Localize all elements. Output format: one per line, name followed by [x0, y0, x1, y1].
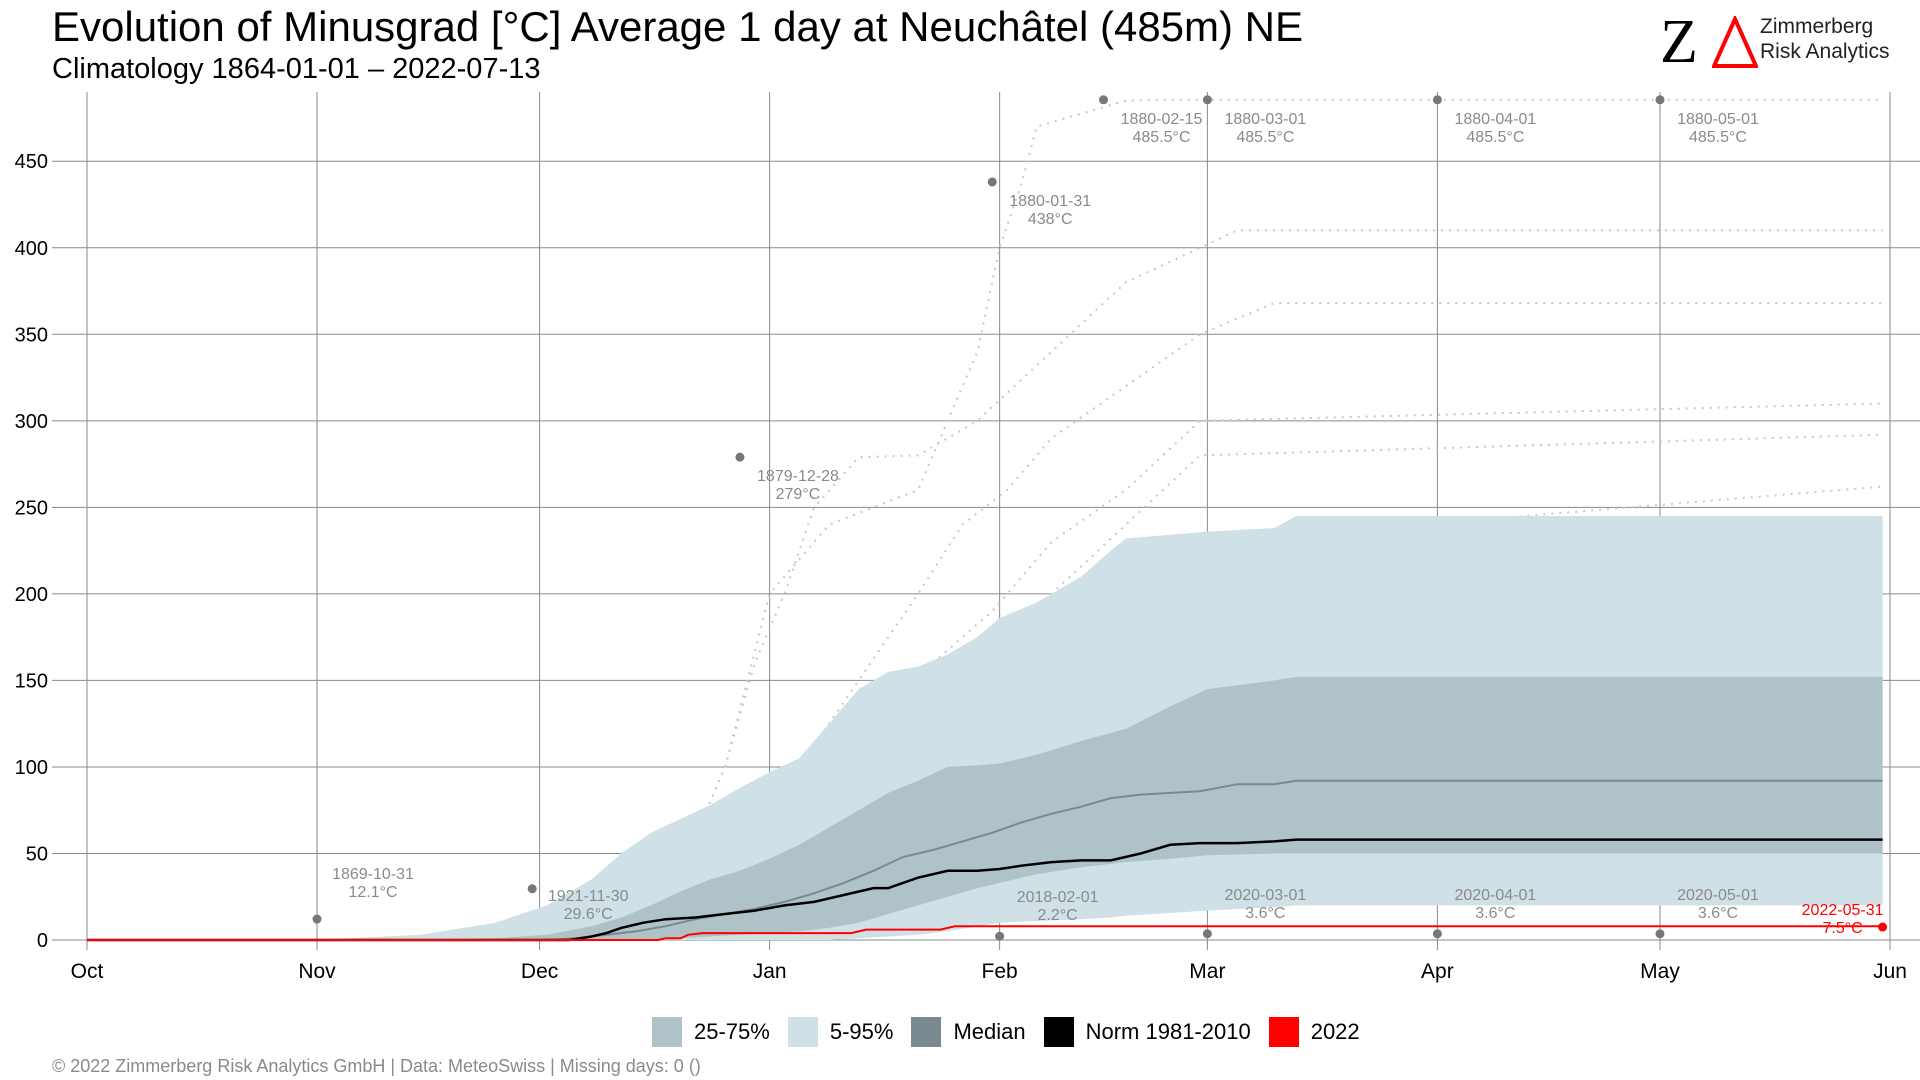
chart-legend: 25-75% 5-95% Median Norm 1981-2010 2022 [652, 1017, 1378, 1047]
median-line [87, 779, 1883, 941]
legend-swatch [911, 1017, 942, 1047]
y-tick-label: 200 [15, 584, 48, 606]
company-logo: Z Zimmerberg Risk Analytics [1660, 10, 1900, 74]
chart-canvas: 0 50 100 150 200 250 300 350 400 450 Oct Nov Dec Jan F… [15, 92, 1920, 983]
annotation-value: 279°C [776, 486, 821, 503]
y-tick-label: 350 [15, 324, 48, 346]
y-tick-label: 400 [15, 238, 48, 260]
annotation-point [1202, 929, 1212, 939]
annotation-value: 2.2°C [1038, 907, 1078, 924]
y-tick-label: 50 [26, 843, 48, 865]
legend-item-norm: Norm 1981-2010 [1043, 1017, 1251, 1047]
annotation-point [1432, 929, 1442, 939]
legend-swatch [1268, 1017, 1299, 1047]
chart-subtitle: Climatology 1864-01-01 – 2022-07-13 [52, 53, 541, 85]
legend-item-25-75: 25-75% [652, 1017, 770, 1047]
annotation-value: 12.1°C [348, 884, 397, 901]
series-lines [87, 779, 1883, 942]
legend-label: Norm 1981-2010 [1085, 1019, 1251, 1044]
annotation-date: 2020-04-01 [1454, 887, 1536, 904]
x-tick-label: Mar [1189, 960, 1225, 983]
y-tick-label: 150 [15, 670, 48, 692]
band-25-75 [87, 676, 1883, 940]
annotation-date: 1880-05-01 [1677, 111, 1759, 128]
annotation-value: 485.5°C [1689, 129, 1747, 146]
x-tick-label: Jan [753, 960, 787, 983]
annotation-date: 2022-05-31 [1802, 902, 1884, 919]
annotation-value: 3.6°C [1475, 905, 1515, 922]
annotation-date: 1880-04-01 [1454, 111, 1536, 128]
x-tick-label: May [1640, 960, 1680, 983]
annotation-value: 29.6°C [564, 906, 613, 923]
x-tick-label: Feb [982, 960, 1018, 983]
historical-year-line [87, 433, 1883, 941]
annotation-value: 485.5°C [1466, 129, 1524, 146]
legend-swatch [787, 1017, 818, 1047]
legend-label: 5-95% [829, 1019, 894, 1044]
chart-title: Evolution of Minusgrad [°C] Average 1 da… [52, 3, 1304, 50]
axes: 0 50 100 150 200 250 300 350 400 450 Oct Nov Dec Jan F… [15, 151, 1907, 983]
legend-item-median: Median [911, 1017, 1026, 1047]
logo-line-1: Zimmerberg [1760, 15, 1874, 38]
logo-triangle-icon [1712, 16, 1758, 68]
annotation-point [1202, 95, 1212, 105]
annotation-value: 3.6°C [1698, 905, 1738, 922]
annotation-date: 2018-02-01 [1017, 889, 1099, 906]
y-tick-label: 300 [15, 411, 48, 433]
annotation-date: 1880-03-01 [1224, 111, 1306, 128]
legend-item-2022: 2022 [1268, 1017, 1360, 1047]
annotation-point [312, 914, 322, 924]
x-tick-label: Jun [1873, 960, 1907, 983]
logo-line-2: Risk Analytics [1760, 40, 1890, 63]
legend-swatch [1043, 1017, 1074, 1047]
x-tick-label: Apr [1421, 960, 1454, 983]
annotation-point [527, 884, 537, 894]
annotation-point [1099, 95, 1109, 105]
annotation-point [1878, 922, 1888, 932]
series-2022-line [87, 925, 1883, 941]
annotation-point [987, 177, 997, 187]
x-tick-label: Nov [298, 960, 336, 983]
annotation-date: 2020-03-01 [1224, 887, 1306, 904]
legend-swatch [652, 1017, 682, 1047]
x-tick-label: Dec [521, 960, 558, 983]
annotation-point [995, 931, 1005, 941]
x-tick-label: Oct [71, 960, 104, 983]
annotation-date: 1880-01-31 [1009, 193, 1091, 210]
annotation-point [1655, 929, 1665, 939]
legend-label: Median [953, 1019, 1026, 1044]
annotation-value: 7.5°C [1822, 920, 1862, 937]
annotation-value: 485.5°C [1236, 129, 1294, 146]
footer-credits: © 2022 Zimmerberg Risk Analytics GmbH | … [52, 1056, 701, 1076]
annotation-point [735, 452, 745, 462]
legend-label: 2022 [1310, 1019, 1360, 1044]
annotation-date: 1879-12-28 [757, 468, 839, 485]
y-tick-label: 250 [15, 497, 48, 519]
annotation-value: 3.6°C [1245, 905, 1285, 922]
annotation-date: 1921-11-30 [548, 888, 629, 905]
y-tick-label: 0 [37, 930, 48, 952]
y-tick-label: 450 [15, 151, 48, 173]
annotation-value: 438°C [1028, 211, 1073, 228]
annotation-date: 1869-10-31 [332, 866, 414, 883]
logo-text: Zimmerberg Risk Analytics [1760, 14, 1890, 64]
percentile-bands [87, 516, 1883, 940]
annotation-date: 2020-05-01 [1677, 887, 1759, 904]
annotation-point [1655, 95, 1665, 105]
y-tick-label: 100 [15, 757, 48, 779]
logo-mark: Z [1660, 8, 1698, 76]
legend-label: 25-75% [694, 1019, 770, 1044]
annotation-date: 1880-02-15 [1121, 111, 1203, 128]
annotation-value: 485.5°C [1133, 129, 1191, 146]
legend-item-5-95: 5-95% [787, 1017, 894, 1047]
norm-line [87, 838, 1883, 942]
annotation-point [1432, 95, 1442, 105]
